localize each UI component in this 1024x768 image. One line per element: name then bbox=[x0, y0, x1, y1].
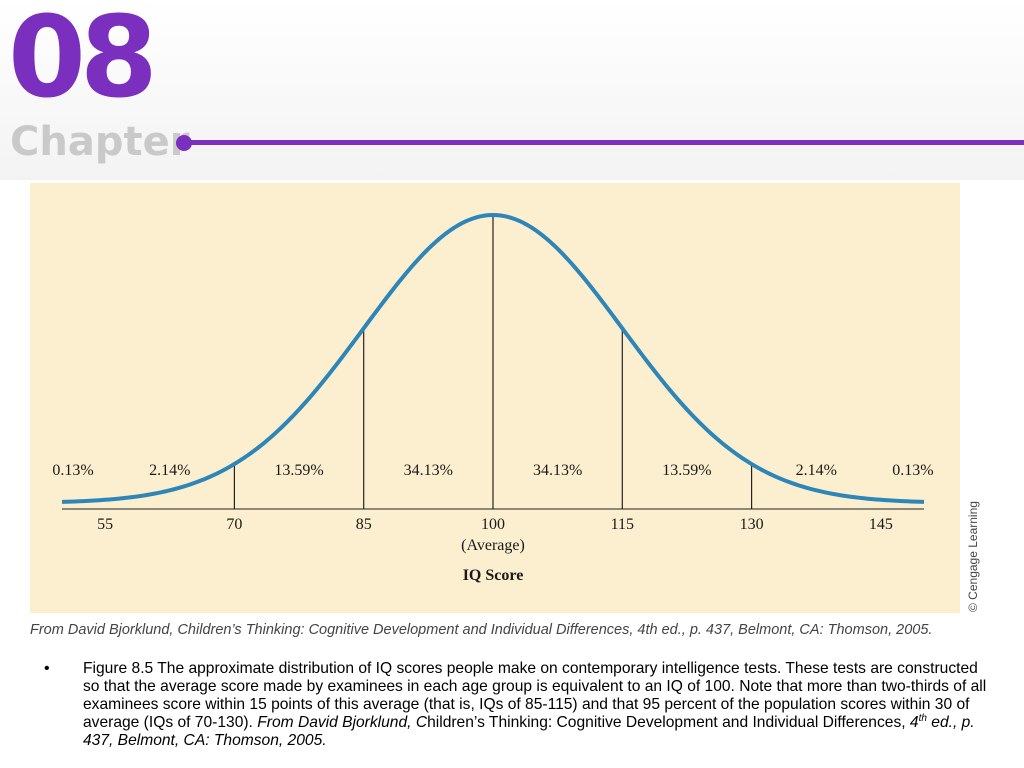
segment-percent-label: 0.13% bbox=[52, 462, 93, 479]
figure-caption: Figure 8.5 The approximate distribution … bbox=[83, 660, 998, 750]
chapter-label: Chapter bbox=[10, 119, 190, 165]
x-tick-label: 115 bbox=[611, 516, 634, 533]
segment-percent-label: 0.13% bbox=[892, 462, 933, 479]
segment-percent-label: 2.14% bbox=[796, 462, 837, 479]
segment-percent-label: 13.59% bbox=[662, 462, 711, 479]
x-tick-label: 130 bbox=[740, 516, 764, 533]
slide-header-band bbox=[0, 0, 1024, 180]
x-tick-label: 70 bbox=[226, 516, 242, 533]
figure-panel: 0.13% 2.14% 13.59% 34.13% 34.13% 13.59% 2.14% 0… bbox=[30, 183, 960, 613]
x-tick-label: 55 bbox=[97, 516, 113, 533]
x-axis-title: IQ Score bbox=[463, 567, 524, 584]
segment-percent-label: 34.13% bbox=[533, 462, 582, 479]
bullet-marker: • bbox=[44, 660, 50, 677]
figure-source: From David Bjorklund, Children’s Thinkin… bbox=[30, 622, 933, 638]
caption-source-edition: 4 bbox=[909, 714, 919, 731]
caption-main-text: Figure 8.5 The approximate distribution … bbox=[83, 660, 987, 731]
x-tick-label: 85 bbox=[356, 516, 372, 533]
segment-percent-label: 13.59% bbox=[274, 462, 323, 479]
x-tick-label: 145 bbox=[869, 516, 893, 533]
chapter-rule bbox=[183, 140, 1024, 145]
caption-source-title: hildren’s Thinking: Cognitive Developmen… bbox=[427, 714, 910, 731]
x-tick-label: 100 bbox=[481, 516, 505, 533]
mean-sublabel: (Average) bbox=[461, 537, 525, 554]
copyright-notice: © Cengage Learning bbox=[966, 501, 980, 612]
segment-percent-label: 34.13% bbox=[404, 462, 453, 479]
chapter-number: 08 bbox=[8, 0, 158, 123]
caption-source-sup: th bbox=[918, 712, 927, 724]
segment-percent-label: 2.14% bbox=[149, 462, 190, 479]
caption-source-rest: ed., p. 437, Belmont, CA: Thomson, 2005. bbox=[83, 714, 975, 749]
bell-curve-line bbox=[61, 213, 925, 504]
caption-source-italic: From David Bjorklund, C bbox=[257, 714, 428, 731]
iq-distribution-chart: 0.13% 2.14% 13.59% 34.13% 34.13% 13.59% 2.14% 0… bbox=[52, 213, 934, 584]
